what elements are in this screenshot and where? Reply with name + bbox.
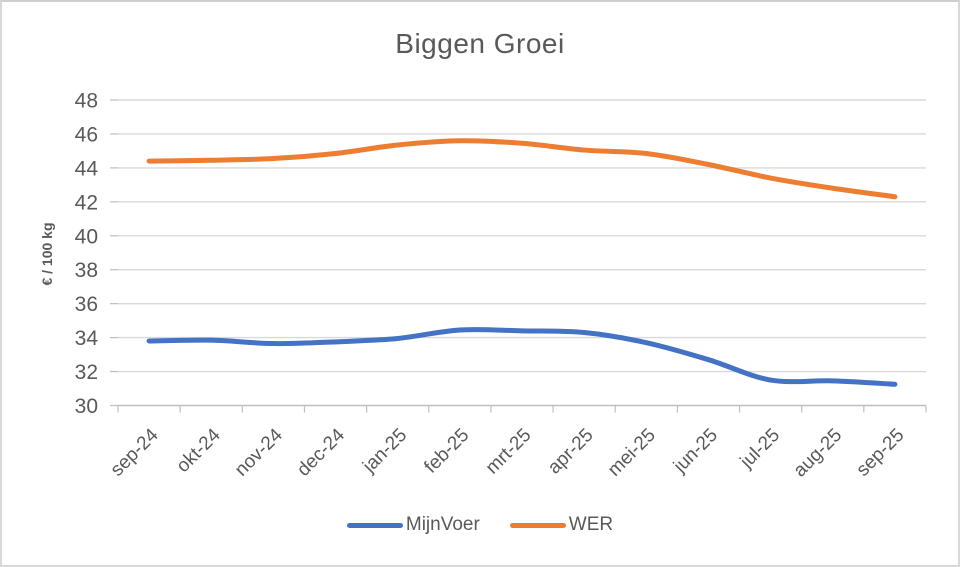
legend-item-mijnvoer: MijnVoer <box>346 514 480 536</box>
legend: MijnVoer WER <box>2 514 958 536</box>
legend-label: WER <box>568 514 614 535</box>
y-tick-label: 46 <box>75 123 98 146</box>
x-tick-label: dec-24 <box>293 424 349 480</box>
x-tick-label: jul-25 <box>736 425 784 473</box>
x-tick-label: sep-24 <box>107 424 163 480</box>
y-tick-label: 32 <box>75 361 98 384</box>
legend-label: MijnVoer <box>405 514 480 535</box>
y-tick-label: 48 <box>75 90 98 113</box>
y-tick-label: 44 <box>75 157 99 180</box>
x-tick-label: jan-25 <box>358 425 411 478</box>
x-tick-label: feb-25 <box>420 425 473 478</box>
y-tick-label: 40 <box>75 225 98 248</box>
series-line-wer <box>146 138 898 200</box>
x-tick-label: apr-25 <box>544 425 598 479</box>
legend-line-icon-mijnvoer <box>346 522 403 528</box>
legend-line-icon-wer <box>509 522 566 528</box>
y-tick-label: 42 <box>75 191 98 214</box>
x-tick-label: mrt-25 <box>482 425 536 479</box>
y-tick-label: 36 <box>75 293 98 316</box>
x-tick-label: nov-24 <box>231 424 287 480</box>
x-tick-label: jun-25 <box>669 425 722 478</box>
x-tick-label: aug-25 <box>790 425 847 482</box>
x-tick-label: sep-25 <box>853 425 909 481</box>
x-tick-label: okt-24 <box>173 424 225 476</box>
series-line-mijnvoer <box>146 327 898 387</box>
y-tick-label: 38 <box>75 259 98 282</box>
legend-item-wer: WER <box>509 514 614 536</box>
y-tick-label: 30 <box>75 395 98 418</box>
x-tick-label: mei-25 <box>604 425 660 481</box>
y-tick-label: 34 <box>75 327 99 350</box>
chart-title: Biggen Groei <box>395 28 565 59</box>
